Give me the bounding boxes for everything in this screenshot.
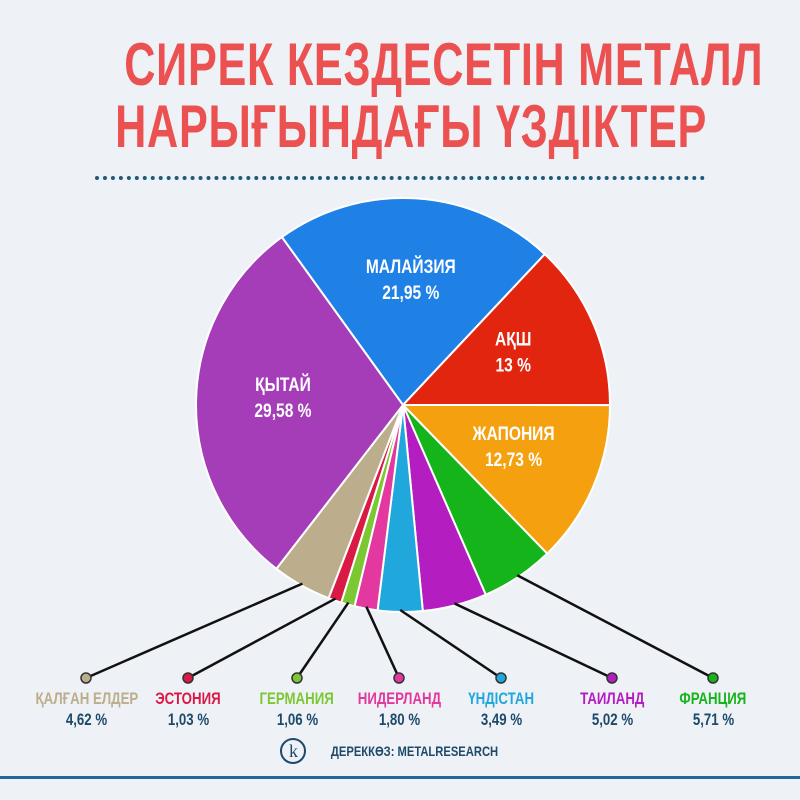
slice-value-label: 12,73 %: [485, 448, 542, 470]
leader-dot: [291, 672, 303, 684]
label-value: 4,62 %: [65, 710, 107, 729]
source-text: ДЕРЕККӨЗ: METALRESEARCH: [331, 743, 499, 759]
label-name: ГЕРМАНИЯ: [259, 689, 335, 708]
label-value: 3,49 %: [480, 710, 522, 729]
slice-value-label: 21,95 %: [382, 282, 439, 304]
label-name: ФРАНЦИЯ: [679, 689, 747, 708]
leader-line: [453, 602, 613, 680]
slice-name-label: ЖАПОНИЯ: [472, 422, 555, 444]
outside-label: ФРАНЦИЯ 5,71 %: [648, 688, 778, 730]
leader-line: [187, 597, 337, 680]
title-text: НАРЫҒЫНДАҒЫ ҮЗДІКТЕР: [115, 93, 708, 160]
slice-name-label: МАЛАЙЗИЯ: [366, 256, 456, 278]
title-line-1: СИРЕК КЕЗДЕСЕТІН МЕТАЛЛ: [0, 30, 800, 99]
leader-dot: [707, 672, 719, 684]
outside-label: ТАИЛАНД 5,02 %: [547, 688, 677, 730]
outside-label: ЭСТОНИЯ 1,03 %: [123, 688, 253, 730]
slice-value-label: 13 %: [495, 354, 530, 376]
label-name: ҚАЛҒАН ЕЛДЕР: [35, 689, 139, 708]
leader-dot: [495, 672, 507, 684]
pie-slice: [280, 197, 547, 407]
leader-dot: [182, 672, 194, 684]
label-name: НИДЕРЛАНД: [357, 689, 441, 708]
leader-line: [365, 606, 401, 679]
title-line-2: НАРЫҒЫНДАҒЫ ҮЗДІКТЕР: [0, 92, 800, 161]
title-text: СИРЕК КЕЗДЕСЕТІН МЕТАЛЛ: [124, 31, 764, 98]
bottom-divider: [0, 776, 800, 779]
leader-line: [399, 608, 502, 680]
pie-slice: [195, 235, 405, 571]
label-name: ҮНДІСТАН: [468, 689, 534, 708]
label-value: 1,06 %: [276, 710, 318, 729]
outside-label: НИДЕРЛАНД 1,80 %: [334, 688, 464, 730]
slice-name-label: АҚШ: [495, 328, 531, 350]
label-name: ТАИЛАНД: [579, 689, 645, 708]
leader-dot: [80, 672, 92, 684]
outside-label: ГЕРМАНИЯ 1,06 %: [232, 688, 362, 730]
label-value: 5,02 %: [591, 710, 633, 729]
pie-slice: [400, 403, 612, 555]
outside-label: ҮНДІСТАН 3,49 %: [436, 688, 566, 730]
label-value: 1,80 %: [378, 710, 420, 729]
leader-line: [85, 582, 303, 680]
logo-icon: k: [280, 738, 307, 764]
dotted-divider: [95, 176, 705, 180]
outside-label: ҚАЛҒАН ЕЛДЕР 4,62 %: [21, 688, 151, 730]
pie-slice: [400, 252, 612, 407]
label-value: 5,71 %: [692, 710, 734, 729]
source-credit: k ДЕРЕККӨЗ: METALRESEARCH: [0, 738, 800, 764]
leader-dot: [393, 672, 405, 684]
leader-line: [516, 574, 714, 680]
slice-value-label: 29,58 %: [254, 400, 311, 422]
label-value: 1,03 %: [167, 710, 209, 729]
leader-dot: [606, 672, 618, 684]
slice-name-label: ҚЫТАЙ: [255, 374, 311, 396]
leader-line: [295, 601, 350, 679]
label-name: ЭСТОНИЯ: [155, 689, 221, 708]
